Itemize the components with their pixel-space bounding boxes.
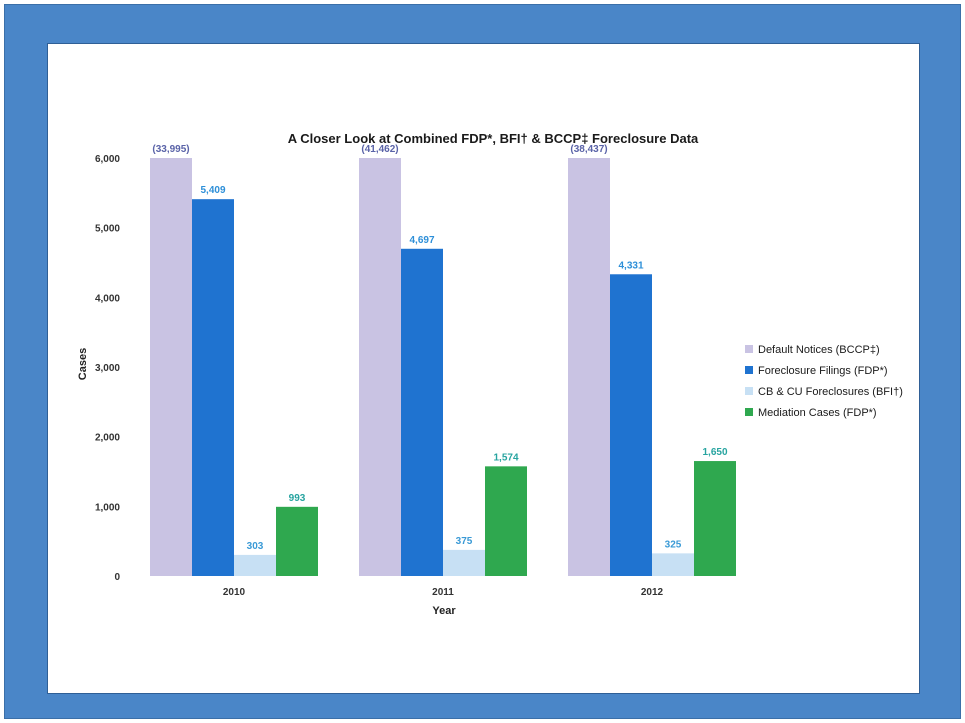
legend-entry: Foreclosure Filings (FDP*) — [758, 365, 888, 377]
bar-2010-series-1 — [192, 199, 234, 576]
bar-2010-series-2 — [234, 555, 276, 576]
bar-chart: A Closer Look at Combined FDP*, BFI† & B… — [48, 44, 919, 693]
x-tick-label: 2010 — [223, 587, 246, 598]
y-tick-label: 3,000 — [95, 363, 120, 374]
data-label: (38,437) — [570, 144, 607, 155]
y-tick-label: 0 — [114, 572, 120, 583]
data-label: 4,697 — [409, 235, 434, 246]
bars-group: (33,995) 5,409 303 993 (41,462) 4,697 375 1,574… — [150, 144, 736, 576]
bar-2011-series-3 — [485, 466, 527, 576]
bar-2011-series-1 — [401, 249, 443, 576]
legend-entry: Default Notices (BCCP‡) — [758, 344, 880, 356]
data-label: (41,462) — [361, 144, 398, 155]
y-tick-label: 2,000 — [95, 433, 120, 444]
data-label: 5,409 — [200, 185, 225, 196]
chart-title: A Closer Look at Combined FDP*, BFI† & B… — [288, 131, 699, 146]
data-label: 325 — [665, 539, 682, 550]
x-tick-label: 2011 — [432, 587, 454, 598]
legend-swatch — [745, 408, 753, 416]
y-axis-ticks: 0 1,000 2,000 3,000 4,000 5,000 6,000 — [95, 154, 120, 583]
data-label: 1,574 — [493, 452, 518, 463]
y-tick-label: 4,000 — [95, 293, 120, 304]
chart-card: A Closer Look at Combined FDP*, BFI† & B… — [47, 43, 920, 694]
data-label: 4,331 — [618, 260, 643, 271]
bar-2010-series-3 — [276, 507, 318, 576]
data-label: (33,995) — [152, 144, 189, 155]
y-tick-label: 6,000 — [95, 154, 120, 165]
legend-swatch — [745, 387, 753, 395]
page-frame: A Closer Look at Combined FDP*, BFI† & B… — [4, 4, 961, 719]
bar-2012-series-2 — [652, 553, 694, 576]
y-tick-label: 5,000 — [95, 224, 120, 235]
legend-swatch — [745, 366, 753, 374]
legend: Default Notices (BCCP‡) Foreclosure Filin… — [745, 344, 903, 419]
data-label: 993 — [289, 493, 306, 504]
bar-2012-series-3 — [694, 461, 736, 576]
data-label: 1,650 — [702, 447, 727, 458]
x-axis-ticks: 2010 2011 2012 — [223, 587, 664, 598]
legend-entry: CB & CU Foreclosures (BFI†) — [758, 386, 903, 398]
bar-2012-series-0 — [568, 158, 610, 576]
bar-2011-series-2 — [443, 550, 485, 576]
bar-2010-series-0 — [150, 158, 192, 576]
y-tick-label: 1,000 — [95, 502, 120, 513]
y-axis-label: Cases — [77, 348, 89, 380]
data-label: 375 — [456, 536, 473, 547]
bar-2012-series-1 — [610, 274, 652, 576]
legend-entry: Mediation Cases (FDP*) — [758, 407, 877, 419]
bar-2011-series-0 — [359, 158, 401, 576]
legend-swatch — [745, 345, 753, 353]
x-tick-label: 2012 — [641, 587, 664, 598]
data-label: 303 — [247, 541, 264, 552]
x-axis-label: Year — [432, 605, 456, 617]
